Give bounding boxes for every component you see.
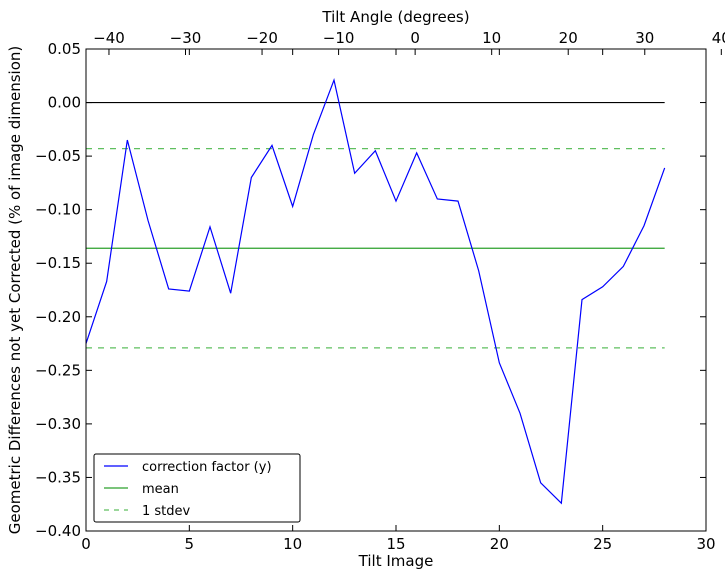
x2-tick-label: 30 [635,29,654,47]
series-line-0 [85,77,666,505]
legend: correction factor (y) mean 1 stdev [93,453,301,523]
x2-tick-label: −20 [246,29,278,47]
x2-axis-title: Tilt Angle (degrees) [321,8,469,26]
legend-label: correction factor (y) [142,460,272,475]
x-tick-label: 10 [283,535,302,553]
legend-box [93,453,301,523]
y-tick-label: 0.05 [48,40,81,58]
x-tick-label: 20 [490,535,509,553]
y-tick-label: −0.40 [35,522,81,540]
legend-label: mean [142,482,179,497]
y-tick-label: −0.20 [35,308,81,326]
x2-tick-label: −40 [93,29,125,47]
x-axis-title: Tilt Image [358,552,434,570]
y-tick-label: −0.10 [35,201,81,219]
x-tick-label: 15 [386,535,405,553]
y-tick-label: −0.25 [35,361,81,379]
x2-tick-label: 40 [712,29,725,47]
x-tick-label: 30 [696,535,715,553]
y-tick-label: −0.15 [35,254,81,272]
x-tick-label: 5 [185,535,195,553]
y-tick-label: −0.35 [35,468,81,486]
x2-tick-label: −10 [323,29,355,47]
y-axis-title: Geometric Differences not yet Corrected … [6,46,24,535]
tick-layer: 0 5 10 15 20 25 30 −40 −30 −20 −10 0 10 20 30 40 0.05 0.0… [35,29,725,553]
x-tick-label: 25 [593,535,612,553]
y-tick-label: −0.30 [35,415,81,433]
x2-tick-label: −30 [170,29,202,47]
line-layer [85,77,666,505]
y-tick-label: −0.05 [35,147,81,165]
legend-label: 1 stdev [142,504,191,519]
x2-tick-label: 20 [559,29,578,47]
y-tick-label: 0.00 [48,94,81,112]
x2-tick-label: 10 [482,29,501,47]
x2-tick-label: 0 [410,29,420,47]
x-tick-label: 0 [81,535,91,553]
